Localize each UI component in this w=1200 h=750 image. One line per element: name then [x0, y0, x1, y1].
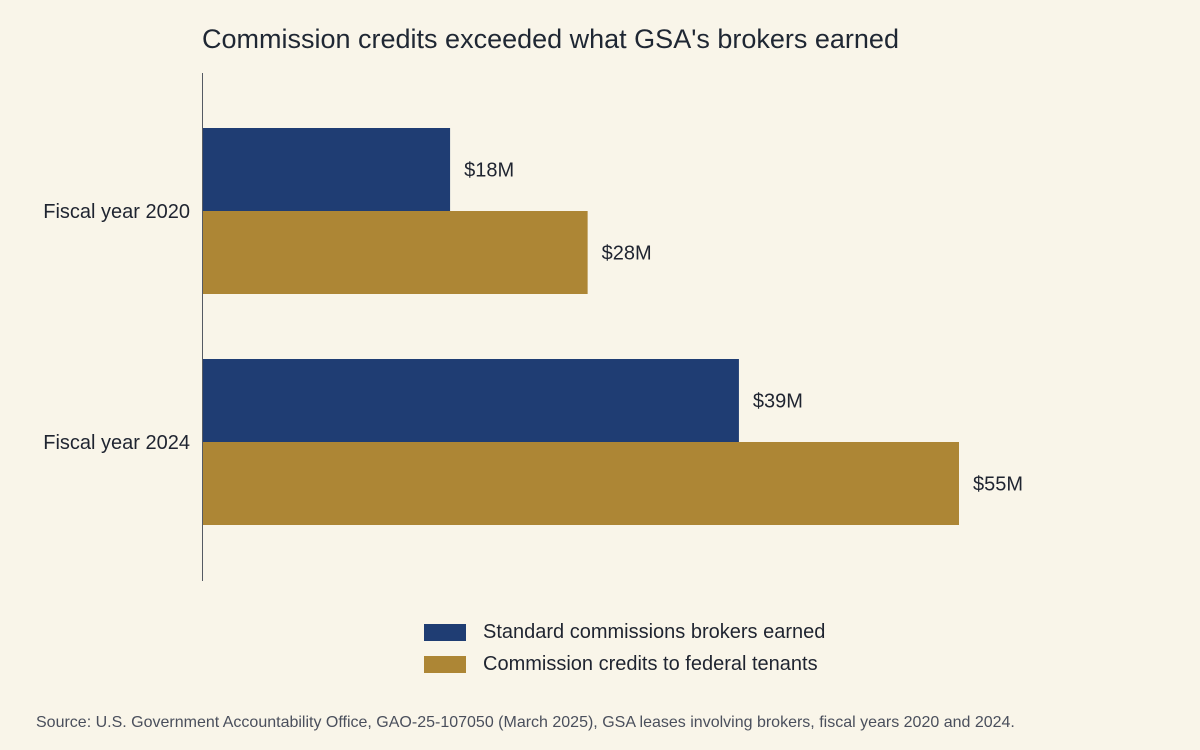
legend-label-commission-credits: Commission credits to federal tenants: [483, 652, 818, 675]
bars: [202, 128, 959, 525]
bar: [202, 128, 451, 211]
category-labels: Fiscal year 2020 Fiscal year 2024: [43, 201, 190, 454]
legend-swatch-commission-credits: [424, 655, 466, 673]
value-label: $55M: [973, 474, 1023, 496]
value-label: $28M: [602, 243, 652, 265]
value-label: $18M: [464, 160, 514, 182]
chart-title: Commission credits exceeded what GSA's b…: [202, 24, 899, 54]
legend-label-standard-commissions: Standard commissions brokers earned: [483, 620, 826, 643]
value-label: $39M: [753, 391, 803, 413]
legend-item-commission-credits: Commission credits to federal tenants: [424, 648, 825, 680]
source-note: Source: U.S. Government Accountability O…: [36, 714, 1015, 731]
bar: [202, 211, 588, 294]
category-label: Fiscal year 2024: [43, 432, 190, 454]
value-labels: $18M $28M $39M $55M: [464, 160, 1023, 496]
bar: [202, 442, 959, 525]
legend-item-standard-commissions: Standard commissions brokers earned: [424, 616, 825, 648]
bar: [202, 359, 739, 442]
legend: Standard commissions brokers earned Comm…: [424, 616, 825, 680]
category-label: Fiscal year 2020: [43, 201, 190, 223]
legend-swatch-standard-commissions: [424, 623, 466, 641]
